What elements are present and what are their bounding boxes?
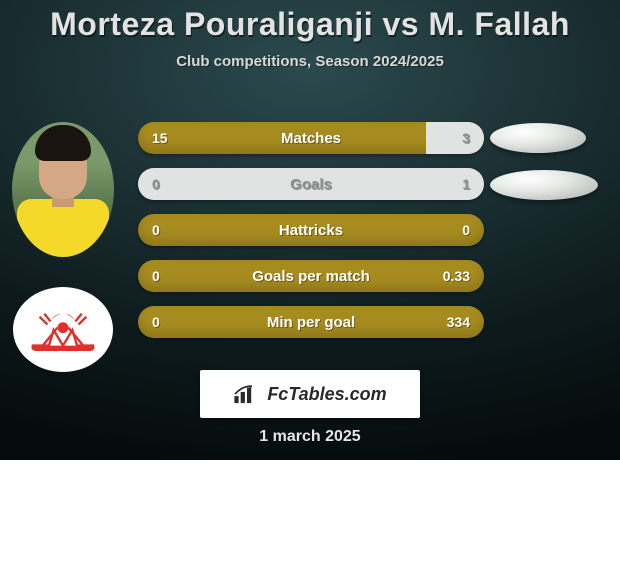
- player2-crest: [13, 287, 113, 372]
- stat-value-right: 1: [420, 176, 470, 192]
- stat-value-left: 0: [152, 222, 202, 238]
- stat-row: 0Goals1: [138, 168, 484, 200]
- comparison-card: Morteza Pouraliganji vs M. Fallah Club c…: [0, 0, 620, 460]
- stat-value-right: 3: [420, 130, 470, 146]
- stat-label: Min per goal: [202, 314, 420, 331]
- stat-value-right: 334: [420, 314, 470, 330]
- stat-row: 0Goals per match0.33: [138, 260, 484, 292]
- stat-value-left: 15: [152, 130, 202, 146]
- stats-list: 15Matches30Goals10Hattricks00Goals per m…: [138, 122, 484, 338]
- fctables-logo: FcTables.com: [200, 370, 420, 418]
- player2-name: M. Fallah: [428, 6, 569, 42]
- card-title: Morteza Pouraliganji vs M. Fallah: [0, 0, 620, 43]
- player1-jersey: [17, 199, 109, 257]
- player1-avatar: [12, 122, 114, 257]
- below-whitespace: [0, 460, 620, 580]
- card-date: 1 march 2025: [0, 428, 620, 446]
- crest-icon: [24, 300, 102, 360]
- marble: [490, 123, 586, 153]
- stat-value-right: 0: [420, 222, 470, 238]
- player1-name: Morteza Pouraliganji: [50, 6, 373, 42]
- logo-text: FcTables.com: [267, 384, 386, 405]
- stat-value-left: 0: [152, 268, 202, 284]
- card-subtitle: Club competitions, Season 2024/2025: [0, 53, 620, 70]
- stat-label: Goals per match: [202, 268, 420, 285]
- stat-label: Matches: [202, 130, 420, 147]
- stat-value-left: 0: [152, 314, 202, 330]
- stat-row: 15Matches3: [138, 122, 484, 154]
- vs-text: vs: [382, 6, 419, 42]
- stat-row: 0Min per goal334: [138, 306, 484, 338]
- marble-column: [490, 123, 598, 200]
- bars-icon: [233, 383, 261, 405]
- stat-value-right: 0.33: [420, 268, 470, 284]
- marble: [490, 170, 598, 200]
- stat-row: 0Hattricks0: [138, 214, 484, 246]
- player1-hair: [35, 125, 91, 161]
- stat-label: Hattricks: [202, 222, 420, 239]
- avatar-column: [8, 122, 118, 372]
- stat-value-left: 0: [152, 176, 202, 192]
- stat-label: Goals: [202, 176, 420, 193]
